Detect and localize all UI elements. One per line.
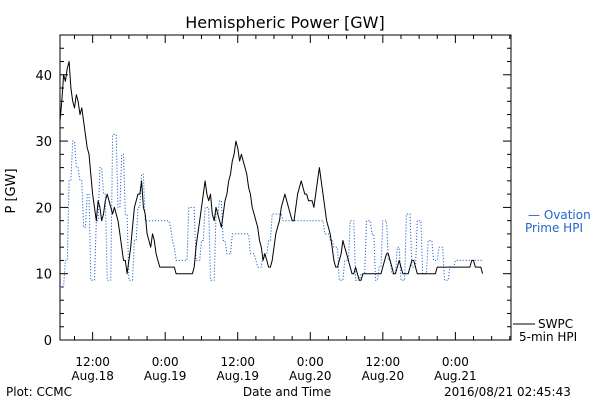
- x-tick-label-time: 12:00: [366, 355, 401, 369]
- y-axis-label: P [GW]: [4, 168, 19, 213]
- swpc-hpi-line: [59, 61, 484, 281]
- y-tick-label: 10: [35, 268, 52, 283]
- plot-frame: [59, 34, 512, 341]
- y-tick-label: 30: [35, 135, 52, 150]
- x-axis-ticks: 12:00Aug.180:00Aug.1912:00Aug.190:00Aug.…: [71, 35, 511, 383]
- x-tick-label-date: Aug.18: [71, 369, 114, 383]
- legend-swpc-line2: 5-min HPI: [519, 330, 577, 344]
- series-layer: [59, 61, 484, 288]
- x-tick-label-date: Aug.20: [289, 369, 332, 383]
- x-tick-label-date: Aug.19: [216, 369, 259, 383]
- ovation-prime-hpi-line: [60, 134, 483, 288]
- plot-timestamp: 2016/08/21 02:45:43: [444, 385, 571, 399]
- legend-ovation-line2: Prime HPI: [525, 221, 583, 235]
- x-tick-label-date: Aug.19: [144, 369, 187, 383]
- x-tick-label-date: Aug.20: [362, 369, 405, 383]
- y-tick-label: 40: [35, 69, 52, 84]
- chart-title: Hemispheric Power [GW]: [185, 13, 384, 32]
- y-tick-label: 0: [44, 334, 52, 349]
- legend-ovation-line1: — Ovation: [528, 208, 591, 222]
- plot-credit: Plot: CCMC: [6, 385, 72, 399]
- y-tick-label: 20: [35, 201, 52, 216]
- x-tick-label-time: 0:00: [152, 355, 179, 369]
- x-axis-label: Date and Time: [243, 385, 331, 399]
- x-tick-label-date: Aug.21: [434, 369, 477, 383]
- legend-swpc-line1: SWPC: [538, 317, 573, 331]
- x-tick-label-time: 0:00: [297, 355, 324, 369]
- x-tick-label-time: 12:00: [220, 355, 255, 369]
- x-tick-label-time: 12:00: [75, 355, 110, 369]
- x-tick-label-time: 0:00: [442, 355, 469, 369]
